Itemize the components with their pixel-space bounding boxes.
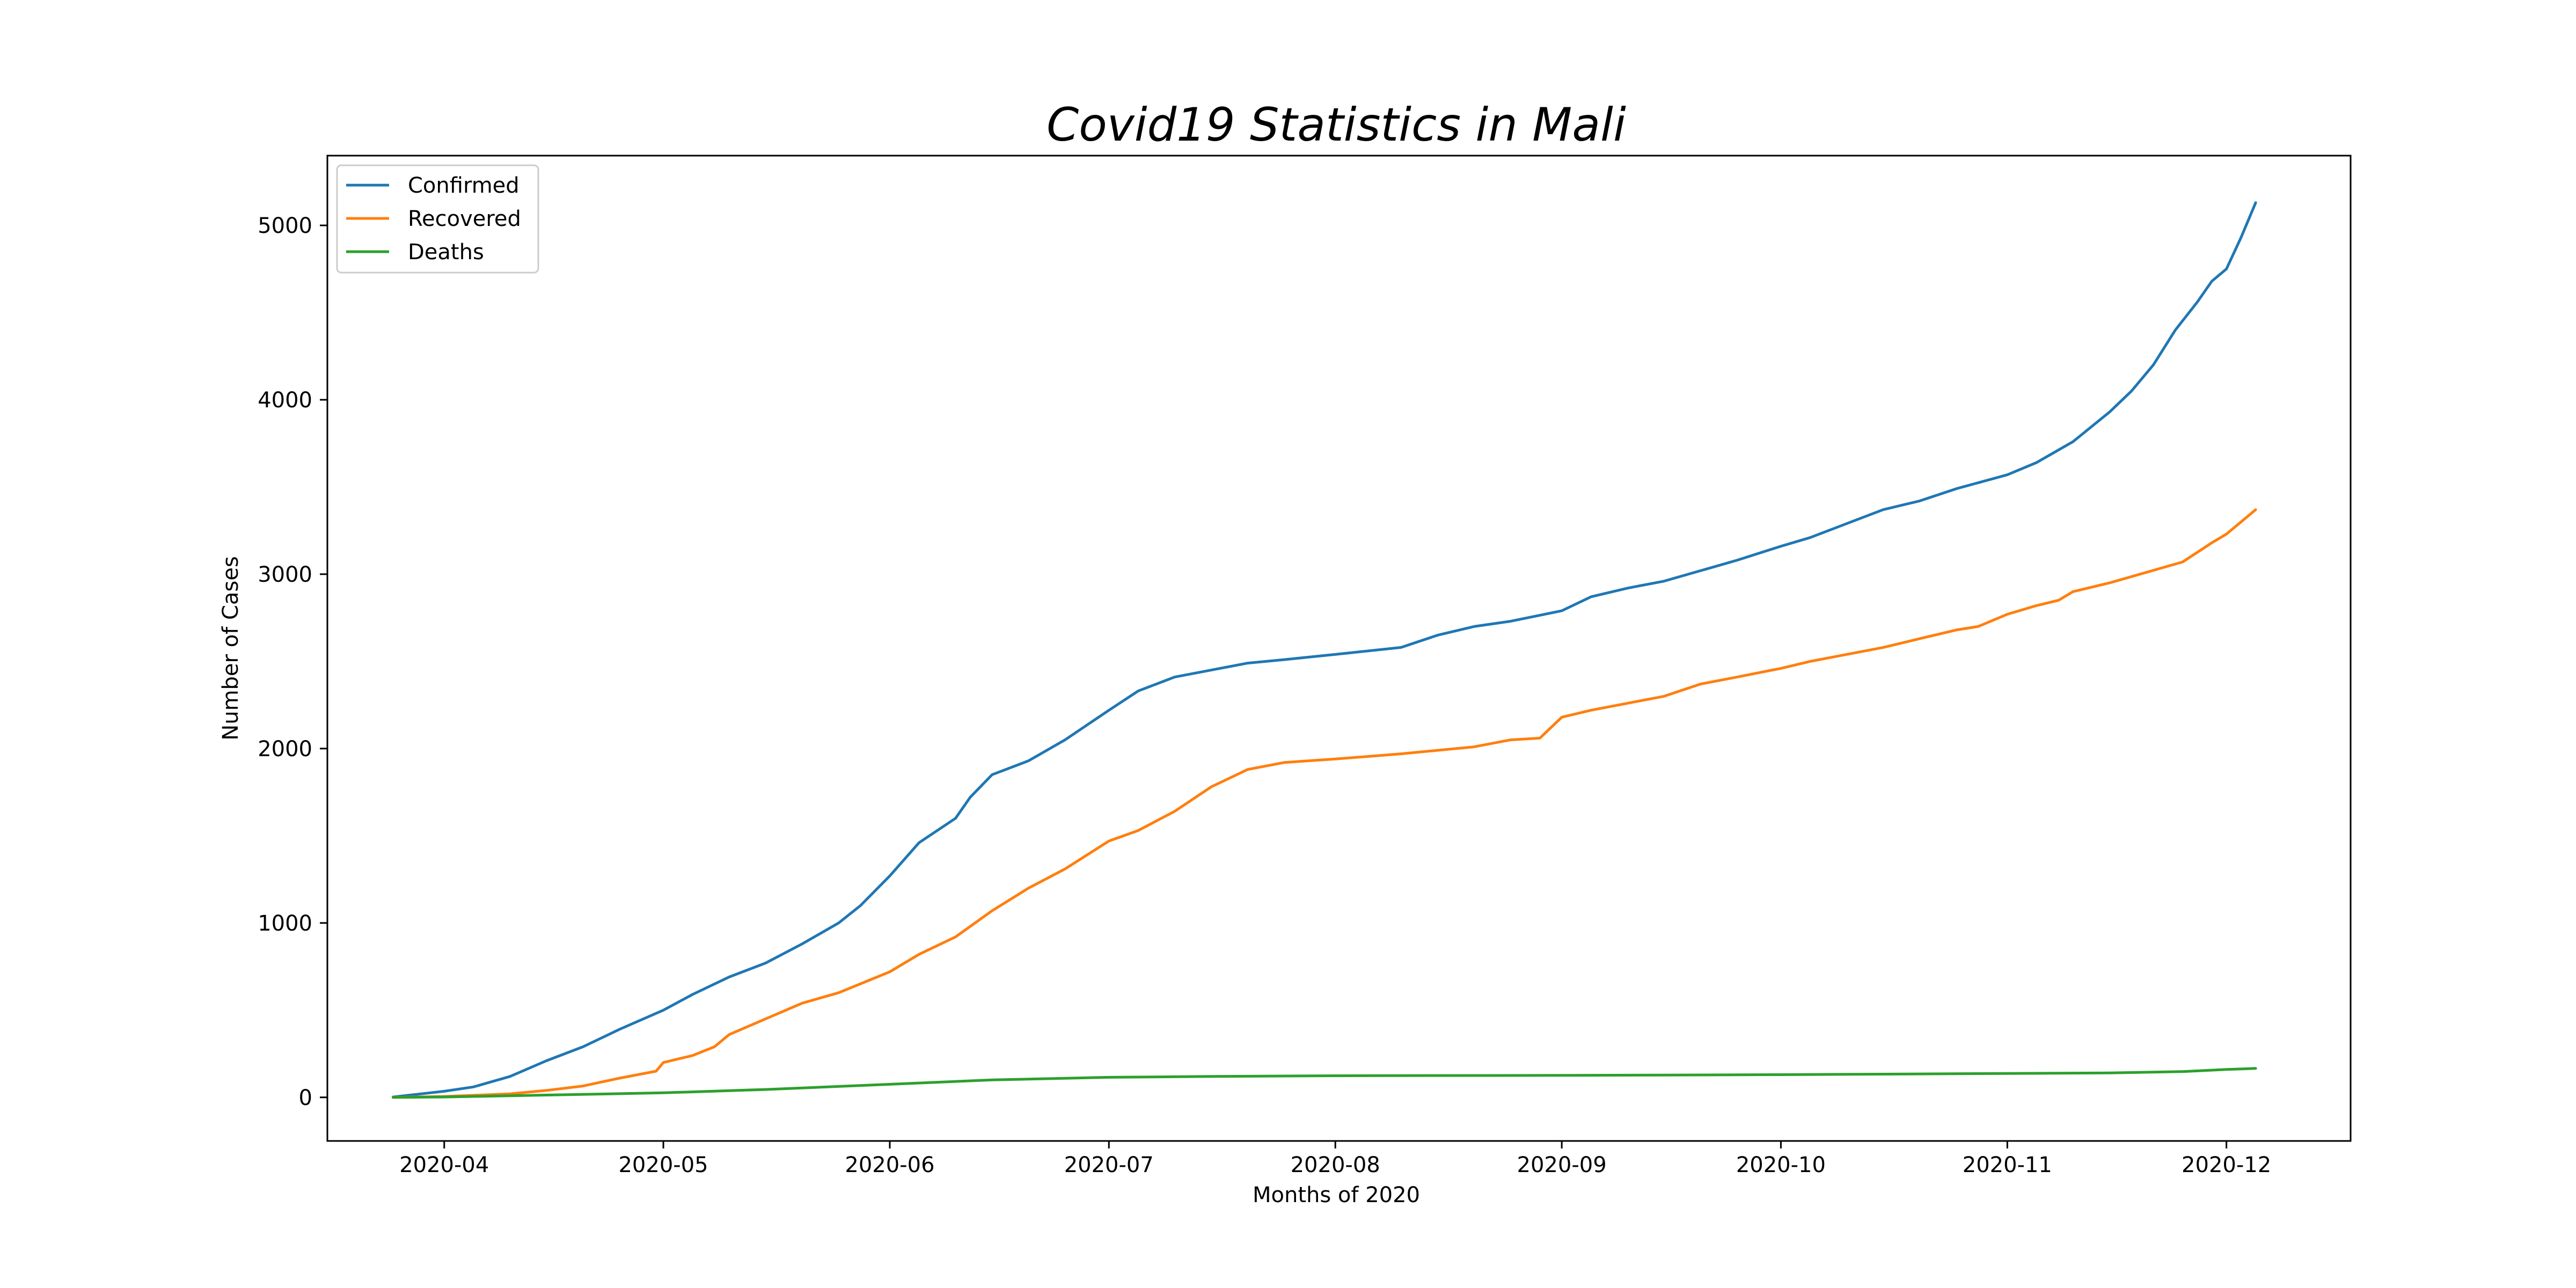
y-tick-label: 0: [299, 1086, 312, 1110]
y-axis: 0 1000 2000 3000 4000 5000: [258, 214, 327, 1110]
x-tick-label: 2020-06: [845, 1153, 934, 1177]
legend-label-confirmed: Confirmed: [408, 173, 519, 198]
x-axis: 2020-04 2020-05 2020-06 2020-07 2020-08 2020-…: [399, 1141, 2271, 1177]
y-tick-label: 1000: [258, 911, 312, 936]
legend: Confirmed Recovered Deaths: [336, 164, 539, 274]
x-tick-label: 2020-09: [1517, 1153, 1607, 1177]
legend-label-recovered: Recovered: [408, 207, 521, 231]
x-tick-label: 2020-12: [2182, 1153, 2271, 1177]
x-axis-label: Months of 2020: [1253, 1183, 1420, 1208]
y-tick-label: 3000: [258, 562, 312, 587]
y-tick-label: 2000: [258, 737, 312, 762]
x-tick-label: 2020-10: [1736, 1153, 1826, 1177]
plot-frame: [326, 155, 2352, 1142]
series-line-deaths: [392, 1067, 2257, 1099]
chart-title: Covid19 Statistics in Mali: [1046, 98, 1626, 152]
x-tick-label: 2020-08: [1291, 1153, 1380, 1177]
series-line-confirmed: [392, 201, 2257, 1099]
legend-label-deaths: Deaths: [408, 240, 484, 265]
legend-box: [336, 164, 539, 274]
series-lines: [392, 201, 2257, 1099]
x-tick-label: 2020-07: [1064, 1153, 1154, 1177]
y-tick-label: 5000: [258, 214, 312, 238]
x-tick-label: 2020-11: [1963, 1153, 2052, 1177]
y-tick-label: 4000: [258, 388, 312, 413]
x-tick-label: 2020-05: [618, 1153, 708, 1177]
y-axis-label: Number of Cases: [218, 556, 243, 740]
series-line-recovered: [392, 508, 2257, 1099]
x-tick-label: 2020-04: [399, 1153, 489, 1177]
